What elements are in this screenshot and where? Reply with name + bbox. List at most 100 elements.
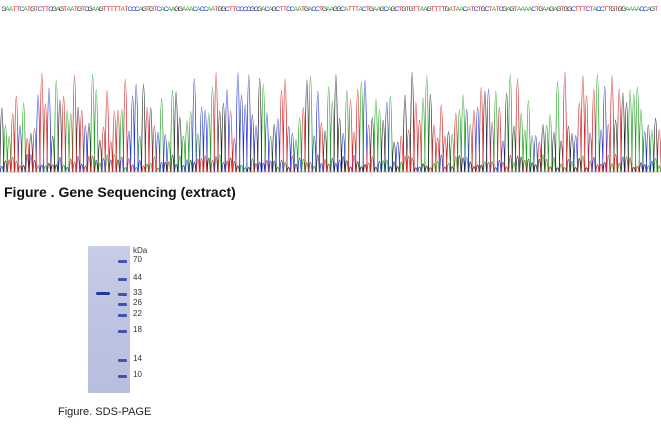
sequence-base: A [456, 6, 461, 13]
sequence-base: A [629, 6, 634, 13]
sequence-base: A [423, 6, 428, 13]
sequence-base: A [647, 6, 652, 13]
sequence-base: A [261, 6, 266, 13]
sequence-base: A [56, 6, 61, 13]
sequence-base: A [506, 6, 511, 13]
sequence-base: T [579, 6, 583, 13]
sequence-base: A [95, 6, 100, 13]
sequence-base: G [610, 6, 615, 13]
sequence-base: G [2, 6, 6, 13]
sequence-base: C [639, 6, 644, 13]
sequence-base: G [272, 6, 277, 13]
sequence-base: A [553, 6, 558, 13]
sequence-base: A [625, 6, 630, 13]
sequence-base: T [351, 6, 355, 13]
sequence-base: C [192, 6, 197, 13]
sequence-base: A [67, 6, 72, 13]
sequence-base: T [478, 6, 482, 13]
sequence-base: G [380, 6, 385, 13]
sequence-base: G [621, 6, 626, 13]
sequence-base: T [16, 6, 20, 13]
sequence-base: T [488, 6, 492, 13]
sequence-base: C [131, 6, 136, 13]
sequence-base: T [560, 6, 564, 13]
sequence-base: A [207, 6, 212, 13]
sequence-base: G [304, 6, 309, 13]
sequence-base: A [121, 6, 126, 13]
marker-label-26: 26 [133, 298, 142, 307]
sequence-base: C [362, 6, 367, 13]
sequence-base: T [153, 6, 157, 13]
sequence-base: C [474, 6, 479, 13]
ladder-band-10 [118, 375, 127, 378]
sequence-base: G [369, 6, 374, 13]
marker-label-44: 44 [133, 273, 142, 282]
sample-protein-band [96, 292, 110, 295]
sequence-base: T [398, 6, 402, 13]
sequence-base: C [315, 6, 320, 13]
sequence-base: G [445, 6, 450, 13]
sequence-base: A [373, 6, 378, 13]
sequence-base: C [48, 6, 53, 13]
sequence-base: T [110, 6, 114, 13]
sequence-base: C [311, 6, 316, 13]
sequence-base: C [596, 6, 601, 13]
sequence-base: T [366, 6, 370, 13]
sequence-base: G [250, 6, 255, 13]
sequence-base: T [106, 6, 110, 13]
sequence-base: T [604, 6, 608, 13]
sequence-base: C [19, 6, 24, 13]
sequence-base: T [229, 6, 233, 13]
sequence-base: A [268, 6, 273, 13]
sequence-base: G [509, 6, 514, 13]
trace-A [3, 74, 661, 173]
sequence-base: A [160, 6, 165, 13]
sequence-base: T [615, 6, 619, 13]
sequence-base: T [438, 6, 442, 13]
sequence-base: A [139, 6, 144, 13]
sequence-base: C [247, 6, 252, 13]
sequence-base: A [528, 6, 533, 13]
marker-label-18: 18 [133, 325, 142, 334]
sequence-base: A [326, 6, 331, 13]
sequence-base: A [524, 6, 529, 13]
sequence-base: A [521, 6, 526, 13]
sequence-base: G [77, 6, 82, 13]
sequence-base: A [211, 6, 216, 13]
sequence-base: G [142, 6, 147, 13]
marker-label-33: 33 [133, 288, 142, 297]
sequence-base: A [167, 6, 172, 13]
figure-caption-sds-page: Figure. SDS-PAGE [58, 406, 152, 418]
sequence-base: T [431, 6, 435, 13]
sequence-base: T [103, 6, 107, 13]
sequence-base: T [348, 6, 352, 13]
sequence-base: T [582, 6, 586, 13]
sequence-base: C [340, 6, 345, 13]
sequence-base: T [283, 6, 287, 13]
sequence-base: C [164, 6, 169, 13]
sequence-base: G [322, 6, 327, 13]
sequence-base: G [336, 6, 341, 13]
ladder-band-26 [118, 303, 127, 306]
sequence-base: A [593, 6, 598, 13]
sequence-base: A [196, 6, 201, 13]
sequence-base: A [330, 6, 335, 13]
sequence-base: A [636, 6, 641, 13]
sequence-base: G [59, 6, 64, 13]
sequence-base: T [301, 6, 305, 13]
sequence-base: A [185, 6, 190, 13]
sequence-base: T [279, 6, 283, 13]
sequence-base: C [585, 6, 590, 13]
sequence-base: T [114, 6, 118, 13]
figure-caption-gene-sequencing: Figure . Gene Sequencing (extract) [4, 184, 236, 200]
sequence-base: G [257, 6, 262, 13]
sequence-base: A [189, 6, 194, 13]
sequence-base: G [538, 6, 543, 13]
sequence-base: G [481, 6, 486, 13]
sequence-base: C [571, 6, 576, 13]
sequence-base: A [467, 6, 472, 13]
sequence-base: T [355, 6, 359, 13]
sequence-base: C [254, 6, 259, 13]
sequence-base: T [470, 6, 474, 13]
